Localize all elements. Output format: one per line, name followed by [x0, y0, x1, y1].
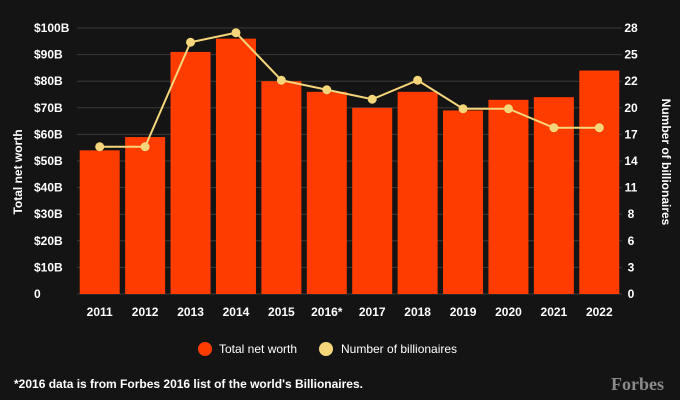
- grid: [77, 27, 622, 295]
- x-tick-label: 2019: [450, 305, 477, 319]
- left-tick-label: $30B: [34, 207, 63, 221]
- bar-2019: [443, 110, 484, 295]
- bar-2013: [170, 51, 211, 294]
- billionaires-line: [95, 28, 604, 152]
- right-tick-label: 11: [625, 181, 638, 195]
- billionaires-point-2013: [186, 37, 196, 47]
- x-tick-label: 2017: [359, 305, 386, 319]
- x-tick-label: 2012: [132, 305, 159, 319]
- x-tick-label: 2015: [268, 305, 295, 319]
- bar-2022: [579, 70, 620, 294]
- left-tick-label: $60B: [34, 127, 63, 141]
- x-tick-label: 2022: [586, 305, 613, 319]
- legend-label-net-worth: Total net worth: [219, 342, 297, 356]
- left-tick-label: $20B: [34, 234, 63, 248]
- legend-swatch-net-worth: [198, 342, 212, 356]
- x-tick-label: 2020: [495, 305, 522, 319]
- forbes-logo: Forbes: [611, 374, 664, 394]
- bar-2018: [397, 91, 438, 294]
- left-tick-label: $90B: [34, 48, 63, 62]
- left-tick-label: $40B: [34, 181, 63, 195]
- billionaires-point-2014: [231, 28, 241, 38]
- right-tick-label: 3: [628, 260, 635, 274]
- bar-2011: [79, 150, 120, 294]
- left-tick-label: 0: [34, 287, 41, 301]
- billionaires-point-2019: [458, 104, 468, 114]
- legend-label-billionaires: Number of billionaires: [341, 342, 457, 356]
- right-tick-label: 22: [624, 74, 638, 88]
- x-tick-label: 2014: [223, 305, 250, 319]
- right-tick-label: 20: [624, 101, 638, 115]
- left-axis-ticks: 0 $10B $20B $30B $40B $50B $60B $70B $80B $90B $10…: [34, 21, 70, 301]
- left-tick-label: $10B: [34, 260, 63, 274]
- left-tick-label: $50B: [34, 154, 63, 168]
- bar-2012: [125, 137, 166, 294]
- right-axis-title: Number of billionaires: [659, 99, 673, 226]
- left-tick-label: $70B: [34, 101, 63, 115]
- legend-swatch-billionaires: [319, 342, 333, 356]
- left-tick-label: $80B: [34, 74, 63, 88]
- billionaires-point-2017: [367, 94, 377, 104]
- billionaires-point-2022: [594, 123, 604, 133]
- right-tick-label: 17: [624, 127, 638, 141]
- right-axis-ticks: 0 3 6 8 11 14 17 20 22 25 28: [624, 21, 638, 301]
- left-tick-label: $100B: [34, 21, 70, 35]
- billionaires-point-2012: [140, 142, 150, 152]
- billionaires-point-2021: [549, 123, 559, 133]
- billionaires-line-path: [99, 31, 600, 148]
- left-axis-title: Total net worth: [11, 129, 25, 214]
- right-tick-label: 25: [624, 48, 638, 62]
- right-tick-label: 0: [628, 287, 635, 301]
- billionaires-point-2016: [322, 85, 332, 95]
- right-tick-label: 8: [628, 207, 635, 221]
- billionaires-point-2011: [95, 142, 105, 152]
- billionaires-point-2018: [413, 75, 423, 85]
- x-tick-label: 2021: [541, 305, 568, 319]
- right-tick-label: 6: [628, 234, 635, 248]
- billionaires-point-2020: [503, 104, 513, 114]
- x-tick-label: 2018: [404, 305, 431, 319]
- bar-2020: [488, 99, 529, 294]
- billionaires-point-2015: [276, 75, 286, 85]
- right-tick-label: 28: [624, 21, 638, 35]
- legend: Total net worth Number of billionaires: [198, 342, 457, 356]
- x-tick-label: 2013: [177, 305, 204, 319]
- x-axis-ticks: 2011 2012 2013 2014 2015 2016* 2017 2018 2019 202…: [87, 305, 613, 319]
- bar-2017: [352, 107, 393, 294]
- x-tick-label: 2016*: [311, 305, 343, 319]
- bar-2015: [261, 81, 302, 294]
- footnote: *2016 data is from Forbes 2016 list of t…: [14, 377, 363, 391]
- bar-2016: [306, 91, 347, 294]
- bars: [79, 38, 620, 295]
- bar-2014: [215, 38, 256, 294]
- right-tick-label: 14: [624, 154, 638, 168]
- x-tick-label: 2011: [87, 305, 113, 319]
